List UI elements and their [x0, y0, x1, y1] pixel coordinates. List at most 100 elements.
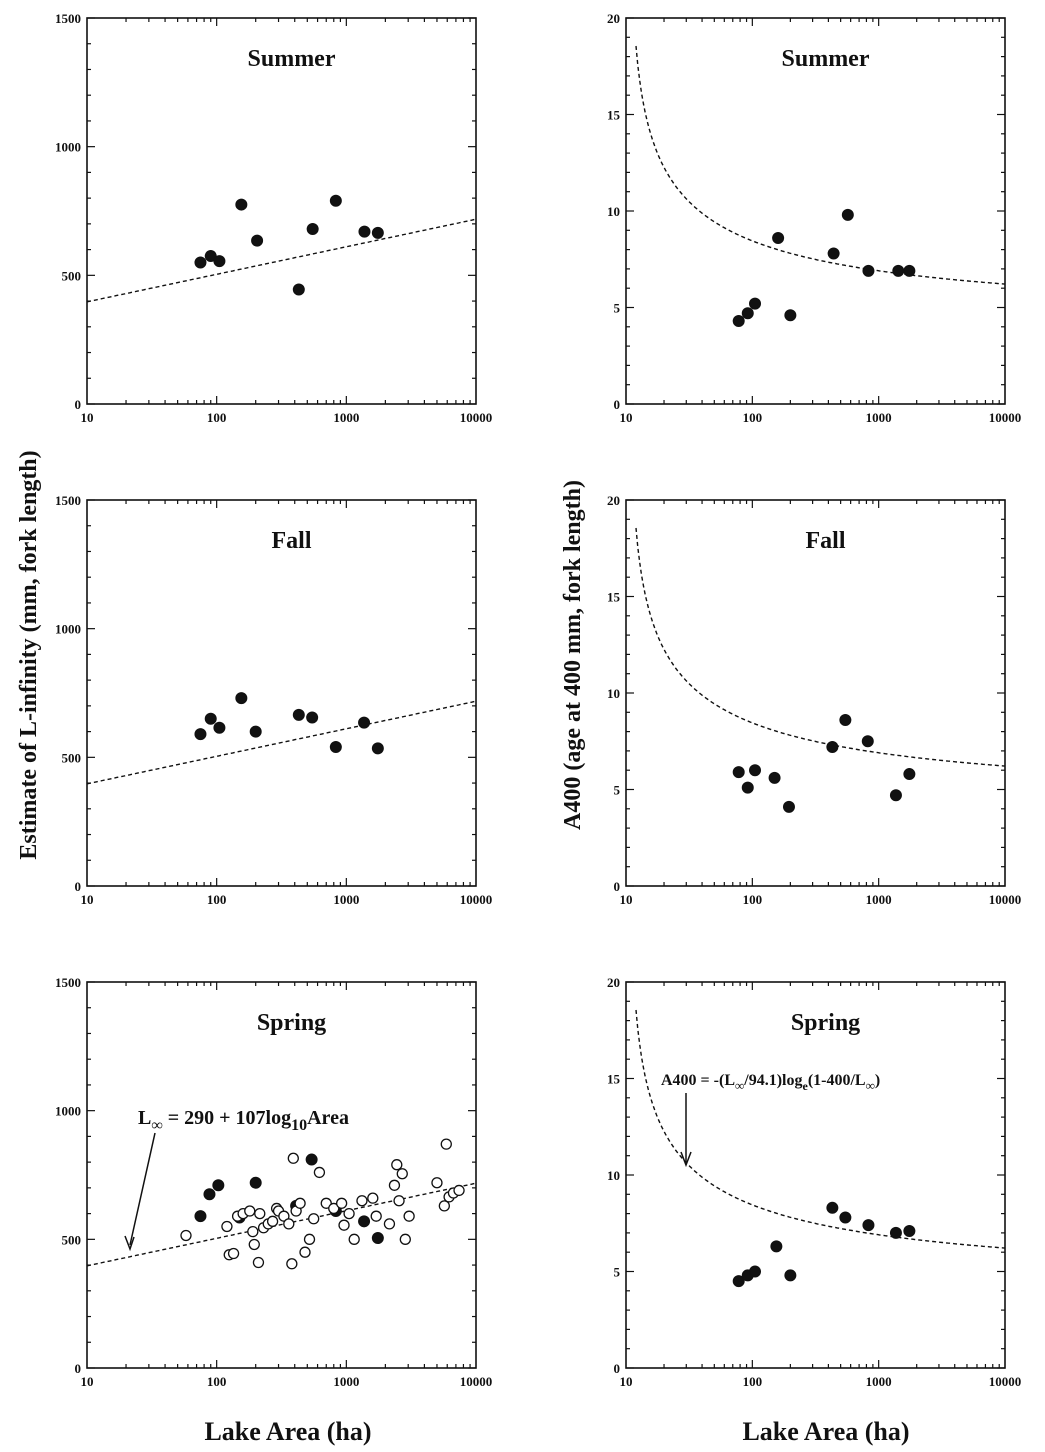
data-point-filled [772, 232, 785, 245]
y-tick-label: 0 [614, 397, 621, 412]
y-tick-label: 1000 [55, 140, 81, 155]
data-point-filled [329, 194, 342, 207]
data-point-open [287, 1152, 299, 1164]
data-point-filled [212, 1179, 225, 1192]
y-tick-label: 15 [607, 1072, 621, 1087]
data-point-open [338, 1219, 350, 1231]
data-point-open [367, 1192, 379, 1204]
data-point-open [254, 1207, 266, 1220]
data-point-filled [194, 1210, 207, 1223]
data-point-filled [358, 225, 371, 238]
panel-1: 10 100 1000 10000 0 5 10 15 20 Summer [607, 11, 1021, 425]
data-point-filled [732, 1275, 745, 1288]
data-point-filled [213, 255, 226, 268]
plot-frame [86, 499, 477, 887]
equation-right: A400 = -(L∞/94.1)loge(1-400/L∞) [661, 1072, 880, 1168]
svg-text:A400 = -(L∞/94.1)loge(1-400/L∞: A400 = -(L∞/94.1)loge(1-400/L∞) [661, 1072, 880, 1093]
data-point-filled [862, 264, 875, 277]
y-tick-label: 10 [607, 204, 620, 219]
data-point-open [252, 1256, 265, 1269]
data-point-filled [732, 315, 745, 328]
fit-curve [86, 218, 477, 303]
data-point-filled [749, 297, 762, 310]
y-tick-label: 500 [62, 1232, 82, 1247]
data-point-open [348, 1233, 360, 1245]
y-tick-label: 20 [607, 493, 620, 508]
fit-curve [635, 1009, 1006, 1249]
x-tick-label: 10000 [460, 410, 493, 425]
data-point-filled [251, 234, 264, 247]
data-point-filled [826, 741, 839, 754]
data-point-open [440, 1138, 452, 1150]
data-point-open [431, 1177, 443, 1189]
y-tick-label: 0 [75, 397, 82, 412]
x-tick-label: 10 [81, 410, 94, 425]
y-tick-label: 20 [607, 975, 620, 990]
plot-frame [625, 17, 1006, 405]
data-point-filled [305, 1153, 318, 1166]
data-point-open [294, 1197, 306, 1209]
data-point-filled [292, 708, 305, 721]
data-point-filled [306, 223, 319, 236]
data-point-open [393, 1195, 405, 1207]
x-tick-label: 10000 [460, 892, 493, 907]
data-point-filled [732, 766, 745, 779]
data-point-open [388, 1179, 401, 1191]
data-point-filled [371, 742, 384, 755]
data-point-open [391, 1159, 403, 1171]
y-axis-label-right: A400 (age at 400 mm, fork length) [560, 480, 586, 830]
fit-curve [86, 1182, 477, 1267]
plot-frame [86, 981, 477, 1369]
data-point-filled [249, 1176, 262, 1189]
data-point-filled [203, 1188, 216, 1201]
plot-frame [625, 981, 1006, 1369]
y-tick-label: 15 [607, 108, 621, 123]
y-tick-label: 0 [614, 1361, 621, 1376]
panel-title: Summer [782, 46, 870, 72]
data-point-filled [741, 307, 754, 320]
data-point-open [180, 1229, 192, 1242]
data-point-filled [306, 711, 319, 724]
data-point-filled [903, 1224, 916, 1237]
panel-title: Fall [806, 528, 846, 554]
data-point-open [370, 1210, 382, 1222]
y-tick-label: 1500 [55, 975, 81, 990]
data-point-filled [839, 714, 852, 727]
y-tick-label: 500 [62, 268, 82, 283]
data-point-open [299, 1246, 311, 1258]
data-point-open [399, 1233, 411, 1245]
plot-frame [625, 499, 1006, 887]
x-tick-label: 1000 [866, 410, 892, 425]
data-point-open [356, 1195, 368, 1207]
data-point-open [244, 1205, 256, 1217]
data-point-filled [358, 1215, 371, 1228]
data-point-open [313, 1166, 326, 1179]
panel-title: Fall [272, 528, 312, 554]
panel-5: 10 100 1000 10000 0 5 10 15 20 Spring [607, 975, 1021, 1389]
data-point-open [247, 1225, 259, 1238]
panel-2: 10 100 1000 10000 0 500 1000 1500 Fall [55, 493, 492, 907]
data-point-filled [235, 198, 248, 211]
data-point-open [328, 1202, 340, 1215]
data-point-filled [841, 208, 854, 221]
panel-0: 10 100 1000 10000 0 500 1000 1500 Summer [55, 11, 492, 425]
x-tick-label: 10 [81, 892, 94, 907]
y-axis-label-left: Estimate of L-infinity (mm, fork length) [16, 450, 42, 859]
x-tick-label: 100 [743, 892, 763, 907]
y-tick-label: 0 [614, 879, 621, 894]
data-point-filled [861, 735, 874, 748]
y-tick-label: 5 [614, 1265, 621, 1280]
fit-curve [86, 700, 477, 785]
data-point-filled [204, 250, 217, 263]
y-tick-label: 5 [614, 301, 621, 316]
fit-curve [635, 527, 1006, 767]
data-point-filled [235, 692, 248, 705]
data-point-filled [770, 1240, 783, 1253]
y-tick-label: 20 [607, 11, 620, 26]
data-point-filled [839, 1211, 852, 1224]
panel-title: Spring [791, 1010, 860, 1036]
data-point-filled [194, 728, 207, 741]
x-tick-label: 100 [743, 410, 763, 425]
